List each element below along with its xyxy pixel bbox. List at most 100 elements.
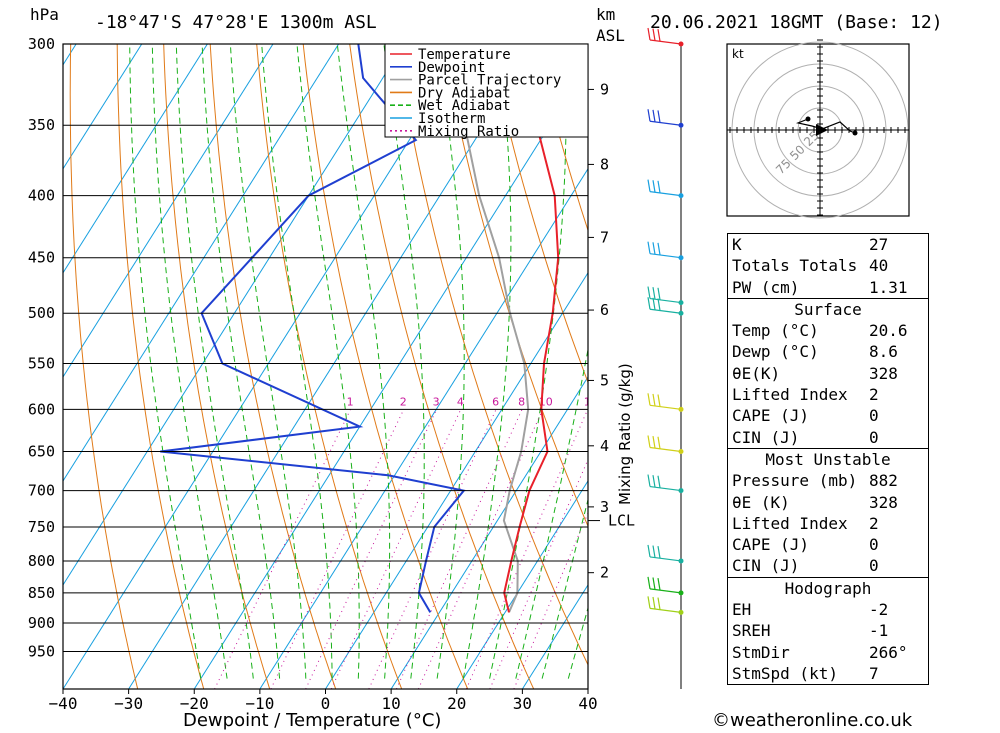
pressure-tick-label: 600 [28, 400, 55, 418]
pressure-tick-label: 700 [28, 482, 55, 500]
mixing-ratio-label: 8 [518, 395, 525, 408]
index-value: 8.6 [869, 342, 898, 362]
index-value: 328 [869, 363, 898, 383]
wind-barb-feather [652, 475, 656, 488]
wet-adiabat-line [462, 44, 512, 679]
wet-adiabat-line [229, 44, 307, 679]
index-value: 2 [869, 385, 879, 405]
index-label: StmDir [732, 642, 790, 662]
wind-barb-column [647, 27, 684, 689]
isotherm-line [63, 44, 143, 170]
mixing-ratio-label: 4 [457, 395, 464, 408]
wind-barb-feather [657, 597, 661, 610]
index-label: CAPE (J) [732, 406, 810, 426]
wet-adiabat-line [515, 346, 588, 679]
wind-barb-feather [657, 29, 661, 42]
surface-group: Surface Temp (°C) 20.6 Dewp (°C) 8.6 θE(K) 32… [728, 297, 928, 448]
index-value: 7 [869, 663, 879, 683]
x-tick-label: −40 [49, 694, 78, 713]
pressure-tick-label: 450 [28, 249, 55, 267]
index-label: θE (K) [732, 492, 790, 512]
index-label: Totals Totals [732, 256, 858, 276]
index-row: Pressure (mb) 882 [728, 470, 928, 491]
mixing-ratio-label: 16 [584, 395, 598, 408]
plot-frame [62, 43, 589, 690]
location-title: -18°47'S 47°28'E 1300m ASL [95, 12, 377, 33]
wind-barb-feather [657, 436, 661, 449]
wind-barb-feather [647, 179, 651, 192]
wind-barb-feather [657, 546, 661, 559]
isotherm-line [63, 44, 471, 689]
index-value: -1 [869, 621, 889, 641]
wind-barb-feather [647, 576, 651, 590]
asl-axis-unit: ASL [596, 26, 625, 45]
wind-barb-feather [652, 297, 656, 310]
x-tick-label: 40 [578, 694, 597, 713]
isotherm-line [0, 44, 11, 689]
hodograph-unit: kt [732, 47, 744, 61]
km-tick-label: 5 [600, 371, 609, 389]
pressure-tick-label: 800 [28, 552, 55, 570]
isotherm-line [325, 271, 588, 689]
dry-adiabat-line [442, 44, 588, 528]
wet-adiabat-line [129, 44, 202, 679]
wind-barb-feather [657, 578, 661, 591]
x-axis-title: Dewpoint / Temperature (°C) [183, 710, 442, 731]
index-row: Totals Totals 40 [728, 255, 928, 276]
wind-barb-feather [647, 241, 651, 254]
pressure-tick-label: 500 [28, 304, 55, 322]
index-row: CIN (J) 0 [728, 427, 928, 448]
pressure-tick-label: 850 [28, 584, 55, 602]
wind-barb-feather [652, 436, 656, 449]
index-row: CIN (J) 0 [728, 555, 928, 576]
wet-adiabat-line [261, 44, 333, 679]
mixing-ratio-label: 6 [492, 395, 499, 408]
wind-barb-feather [647, 435, 651, 448]
wind-barb-feather [652, 109, 656, 122]
index-label: Pressure (mb) [732, 471, 858, 491]
index-label: StmSpd (kt) [732, 663, 838, 683]
wind-barb-feather [657, 287, 661, 300]
index-label: CIN (J) [732, 427, 800, 447]
pressure-tick-label: 900 [28, 614, 55, 632]
pressure-tick-label: 750 [28, 518, 55, 536]
pressure-tick-label: 650 [28, 443, 55, 461]
x-tick-label: 10 [381, 694, 400, 713]
dry-adiabat-line [116, 44, 205, 689]
wet-adiabat-line [567, 606, 588, 679]
km-tick-label: 4 [600, 437, 609, 455]
isotherm-line [259, 167, 588, 689]
index-label: Dewp (°C) [732, 342, 819, 362]
index-row: StmDir 266° [728, 642, 928, 663]
wet-adiabat-line [175, 44, 254, 679]
wind-barb-shaft [649, 191, 682, 197]
legend-entry: Isotherm [418, 111, 485, 127]
mixing-ratio-label: 1 [347, 395, 354, 408]
x-tick-label: −10 [245, 694, 274, 713]
hodograph-point [852, 130, 858, 136]
legend-entry: Parcel Trajectory [418, 73, 561, 89]
x-tick-label: 20 [447, 694, 466, 713]
km-tick-label: 7 [600, 228, 609, 246]
index-row: StmSpd (kt) 7 [728, 663, 928, 684]
index-row: EH -2 [728, 599, 928, 620]
index-label: K [732, 235, 742, 254]
most-unstable-title: Most Unstable [765, 449, 891, 469]
wind-barb-shaft [649, 485, 682, 492]
isotherm-line [63, 44, 340, 482]
index-value: 0 [869, 427, 879, 447]
km-tick-label: 6 [600, 301, 609, 319]
km-tick-label: 3 [600, 498, 609, 516]
index-value: 20.6 [869, 321, 908, 341]
chart-axes: 3003504004505005506006507007508008509009… [28, 35, 635, 713]
mixing-ratio-line [270, 409, 405, 689]
wind-barb-feather [652, 596, 656, 610]
wind-barb-shaft [649, 297, 682, 304]
km-axis-unit: km [596, 5, 616, 24]
index-label: θE(K) [732, 363, 781, 383]
dry-adiabat-line [302, 44, 469, 689]
indices-top-group: K 27 Totals Totals 40 PW (cm) 1.31 [728, 234, 928, 298]
isotherm-line [390, 375, 588, 689]
index-row: K 27 [728, 234, 928, 255]
wind-barb-shaft [649, 253, 682, 259]
